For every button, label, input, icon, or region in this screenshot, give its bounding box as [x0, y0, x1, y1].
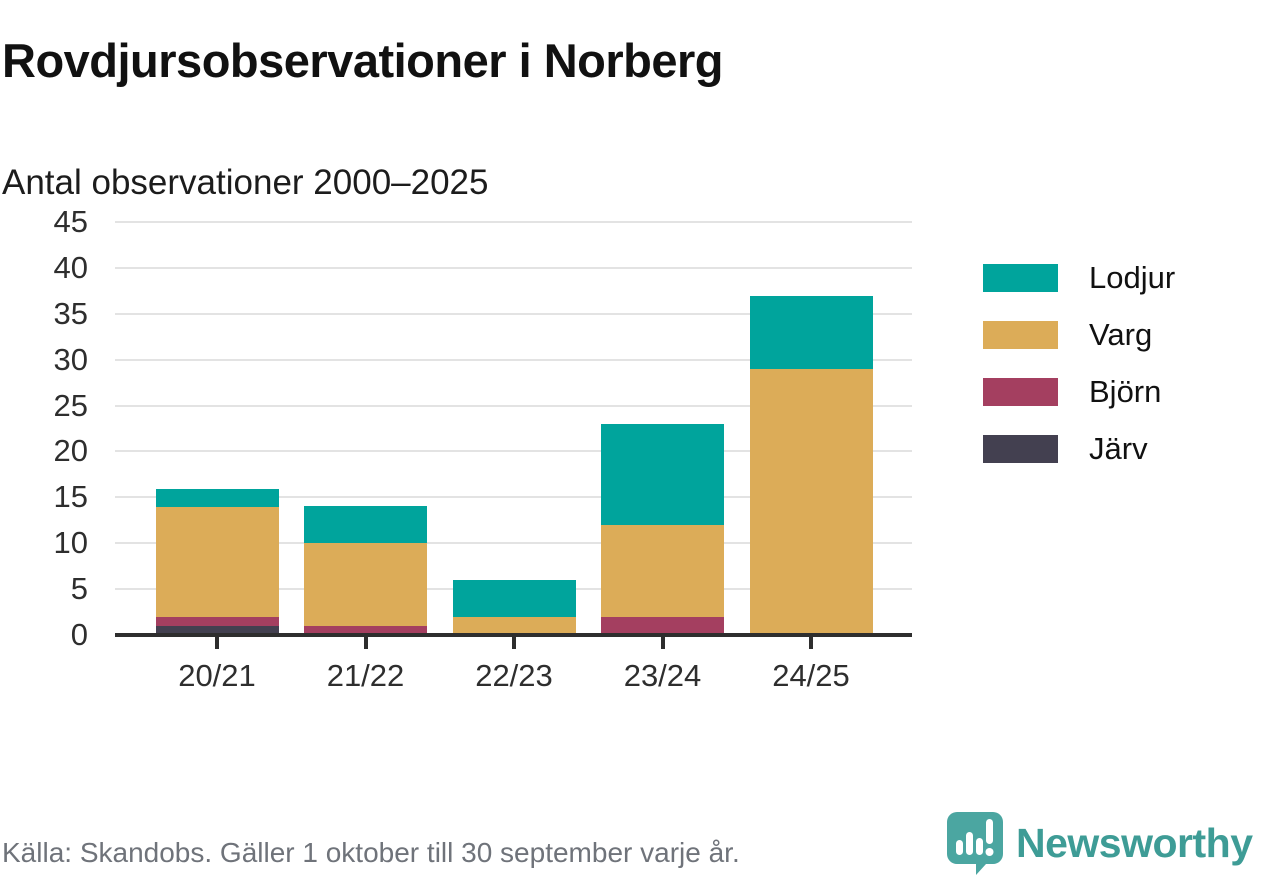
- x-tick-mark: [512, 635, 516, 649]
- bar-segment-jrv: [155, 626, 279, 635]
- bar-segment-varg: [304, 543, 427, 626]
- gridline: [115, 358, 912, 361]
- gridline: [115, 496, 912, 499]
- y-tick-label: 35: [53, 295, 88, 331]
- gridline: [115, 221, 912, 223]
- legend-label: Lodjur: [1089, 260, 1176, 295]
- y-tick-label: 40: [53, 249, 88, 285]
- newsworthy-wordmark: Newsworthy: [1016, 819, 1253, 866]
- legend-item-lodjur: Lodjur: [983, 260, 1175, 295]
- y-tick-label: 15: [53, 479, 88, 515]
- bar-segment-lodjur: [749, 296, 873, 369]
- plot-area: 20/21 21/22 22/23 23/24 24/25: [115, 221, 912, 693]
- x-tick-label: 22/23: [475, 658, 553, 693]
- bar-segment-lodjur: [304, 506, 427, 543]
- legend-swatch: [983, 264, 1058, 292]
- y-tick-label: 45: [53, 204, 88, 239]
- x-tick-label: 20/21: [178, 658, 256, 693]
- legend-item-varg: Varg: [983, 317, 1175, 352]
- x-tick-label: 24/25: [772, 658, 850, 693]
- bar-segment-varg: [749, 369, 873, 635]
- legend-swatch: [983, 435, 1058, 463]
- x-tick-mark: [363, 635, 368, 649]
- bar-segment-bjrn: [155, 617, 279, 626]
- bar-segment-lodjur: [452, 580, 576, 617]
- bar-segment-lodjur: [601, 424, 724, 525]
- legend-swatch: [983, 321, 1058, 349]
- bar-segment-lodjur: [155, 489, 279, 507]
- y-tick-label: 10: [53, 525, 88, 561]
- y-tick-label: 5: [70, 571, 88, 607]
- newsworthy-bubble-chart-icon: [947, 812, 1003, 875]
- bar-segment-varg: [452, 617, 576, 635]
- gridline: [115, 266, 912, 269]
- gridline: [115, 450, 912, 453]
- legend-swatch: [983, 378, 1058, 406]
- x-tick-label: 23/24: [623, 658, 702, 693]
- legend-label: Varg: [1089, 317, 1153, 352]
- legend-label: Järv: [1089, 431, 1148, 466]
- gridline: [115, 404, 912, 407]
- gridline: [115, 312, 912, 315]
- x-tick-mark: [215, 635, 219, 649]
- source-note: Källa: Skandobs. Gäller 1 oktober till 3…: [2, 837, 740, 868]
- legend-item-bjrn: Björn: [983, 374, 1175, 409]
- bar-segment-bjrn: [304, 626, 427, 635]
- legend-item-jrv: Järv: [983, 431, 1175, 466]
- bar-segment-varg: [155, 507, 279, 617]
- bar-segment-bjrn: [601, 617, 724, 635]
- x-tick-label: 21/22: [326, 658, 405, 693]
- y-tick-label: 20: [53, 433, 88, 469]
- newsworthy-logo: Newsworthy: [946, 810, 1253, 876]
- page-title: Rovdjursobservationer i Norberg: [2, 34, 724, 88]
- chart-subtitle: Antal observationer 2000–2025: [2, 163, 489, 203]
- y-tick-label: 25: [53, 387, 88, 423]
- x-tick-mark: [660, 635, 665, 649]
- bar-segment-varg: [601, 525, 724, 617]
- gridline: [115, 542, 912, 545]
- chart-legend: Lodjur Varg Björn Järv: [983, 260, 1175, 492]
- y-tick-label: 30: [53, 341, 88, 377]
- y-tick-label: 0: [70, 617, 88, 652]
- x-tick-mark: [809, 635, 813, 649]
- legend-label: Björn: [1089, 374, 1162, 409]
